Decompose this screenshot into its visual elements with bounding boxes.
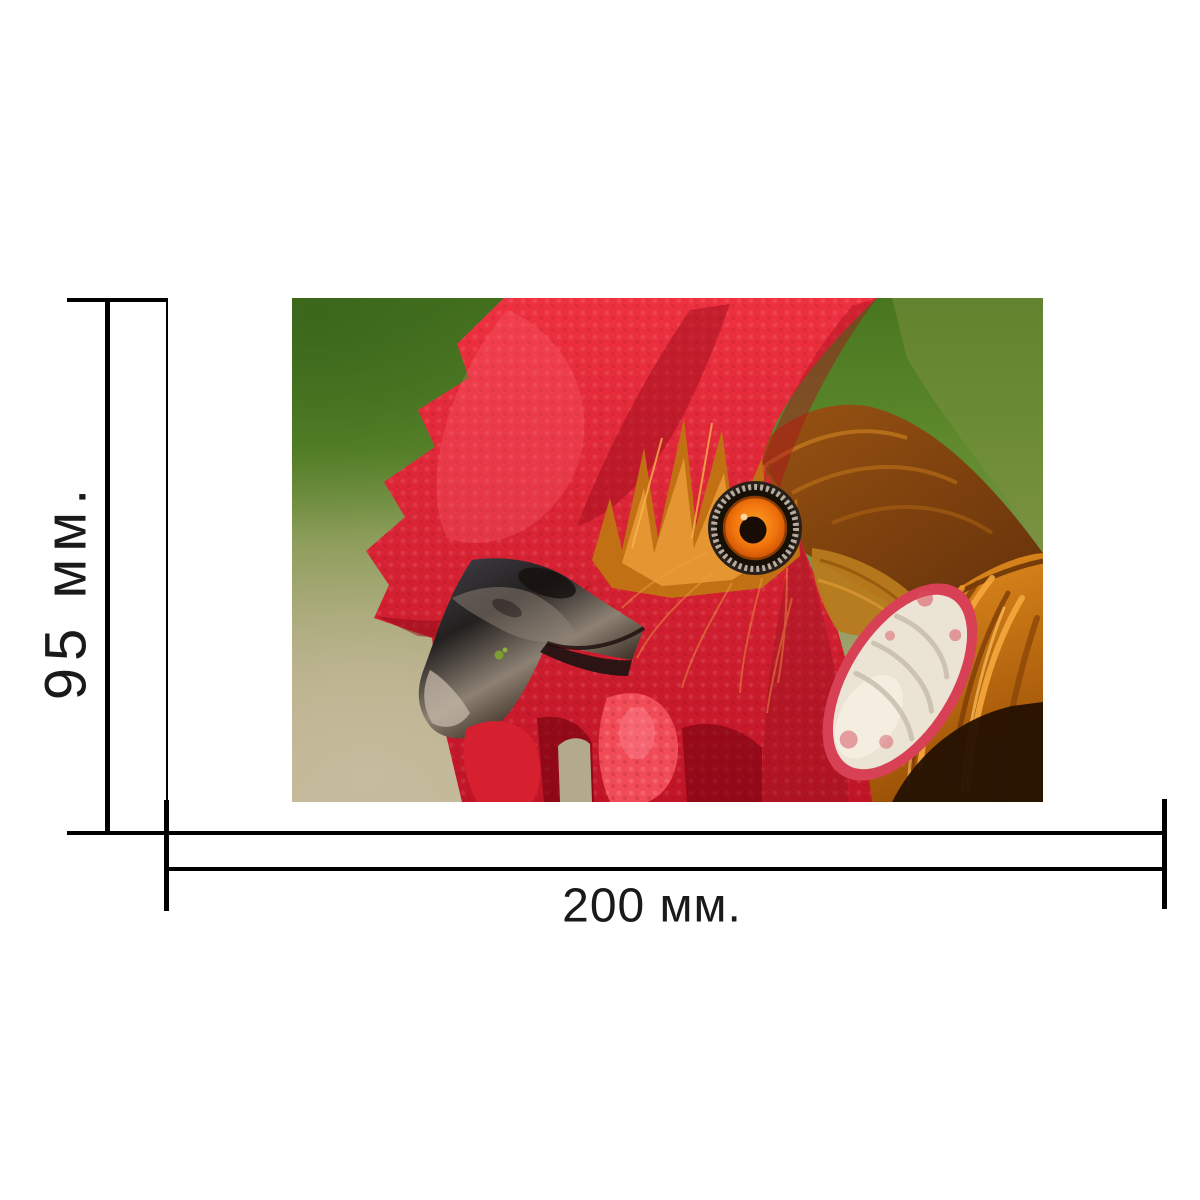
eye-ring bbox=[711, 484, 799, 572]
ear-lobe bbox=[822, 583, 978, 781]
beak-tip-highlight bbox=[424, 670, 470, 727]
gape-line bbox=[546, 626, 646, 650]
nostril bbox=[518, 567, 576, 599]
comb-highlight bbox=[436, 310, 585, 543]
height-extension-line bbox=[166, 302, 168, 800]
background-gap bbox=[558, 738, 592, 802]
rooster-head-feathers bbox=[722, 404, 1043, 620]
height-dim-line bbox=[105, 298, 110, 835]
beak bbox=[418, 558, 646, 739]
rooster-photo bbox=[292, 298, 1043, 802]
ear-wrinkles bbox=[853, 613, 950, 742]
green-speck bbox=[494, 650, 504, 660]
comb-notch-shadow bbox=[577, 304, 730, 526]
height-dim-top-cap bbox=[67, 298, 168, 302]
rooster-eye bbox=[708, 481, 802, 575]
lower-mandible bbox=[540, 643, 632, 676]
pupil bbox=[739, 516, 767, 544]
dark-neck-corner bbox=[892, 702, 1043, 802]
width-dim-line bbox=[166, 867, 1164, 871]
bottom-extension-line bbox=[67, 831, 1166, 835]
width-dim-right-cap bbox=[1162, 799, 1167, 909]
cheek-filaments bbox=[621, 552, 793, 714]
wattles bbox=[463, 693, 762, 802]
width-dim-left-cap bbox=[164, 800, 169, 911]
height-label: 95 мм. bbox=[33, 481, 99, 701]
rooster-photo-art bbox=[292, 298, 1043, 802]
width-label: 200 мм. bbox=[562, 879, 742, 933]
